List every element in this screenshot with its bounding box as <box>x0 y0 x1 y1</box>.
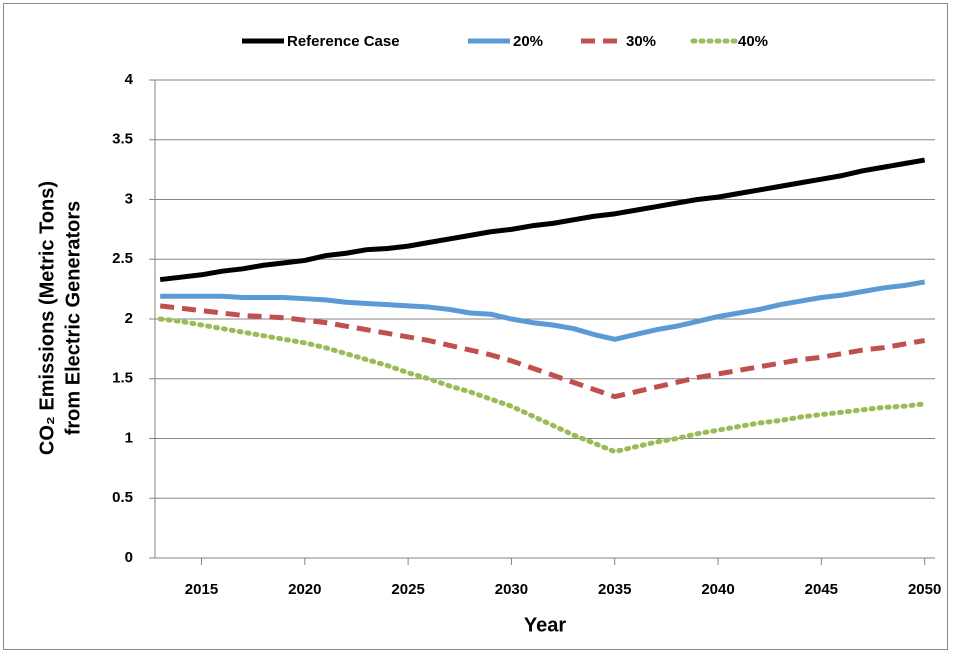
y-tick-label: 2 <box>125 310 133 327</box>
series-line <box>160 279 926 342</box>
x-tick-label: 2035 <box>598 581 631 598</box>
series-line <box>159 303 926 400</box>
y-tick-label: 0 <box>125 549 133 566</box>
y-tick-label: 0.5 <box>112 489 133 506</box>
y-tick-label: 4 <box>125 71 134 88</box>
y-tick-label: 1 <box>125 429 133 446</box>
chart-frame <box>3 3 948 650</box>
y-tick-label: 2.5 <box>112 250 133 267</box>
legend-label: 40% <box>738 33 768 50</box>
y-axis-title: from Electric Generators <box>62 201 84 436</box>
y-tick-label: 3.5 <box>112 131 133 148</box>
x-axis-title: Year <box>524 614 566 636</box>
y-tick-label: 1.5 <box>112 370 133 387</box>
series-line <box>159 157 926 283</box>
legend-label: 30% <box>626 33 656 50</box>
y-axis-title: CO₂ Emissions (Metric Tons) <box>36 181 58 455</box>
y-tick-label: 3 <box>125 190 133 207</box>
x-tick-label: 2040 <box>701 581 734 598</box>
x-tick-label: 2015 <box>185 581 218 598</box>
x-tick-label: 2030 <box>495 581 528 598</box>
legend-label: Reference Case <box>287 33 400 50</box>
legend-label: 20% <box>513 33 543 50</box>
series-line <box>157 316 928 455</box>
x-tick-label: 2045 <box>805 581 838 598</box>
x-tick-label: 2050 <box>908 581 941 598</box>
x-tick-label: 2025 <box>391 581 424 598</box>
x-tick-label: 2020 <box>288 581 321 598</box>
